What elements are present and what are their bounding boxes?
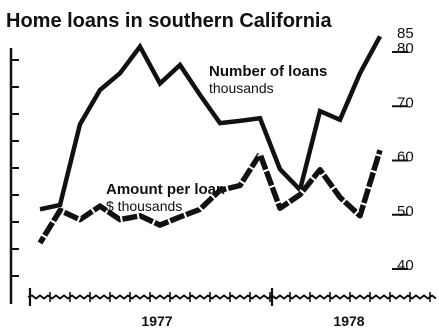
y-tick-label: 60 xyxy=(397,149,414,166)
label-layer: Number of loans thousands Amount per loa… xyxy=(106,63,327,214)
series-label-amount-per-loan: Amount per loan xyxy=(106,181,225,198)
series-line-number-of-loans xyxy=(39,35,382,212)
x-year-label: 1977 xyxy=(141,313,172,329)
y-tick-label: 50 xyxy=(397,203,414,220)
y-tick-label: 70 xyxy=(397,94,414,111)
y-tick-label: 80 xyxy=(397,40,414,57)
series-layer xyxy=(37,35,383,245)
chart-title: Home loans in southern California xyxy=(6,10,332,32)
series-unit-number-of-loans: thousands xyxy=(209,80,274,96)
series-dash-gaps xyxy=(37,147,383,245)
series-unit-amount-per-loan: $ thousands xyxy=(106,198,182,214)
x-year-label: 1978 xyxy=(333,313,364,329)
bottom-axis xyxy=(27,294,437,300)
series-label-number-of-loans: Number of loans xyxy=(209,63,327,80)
y-tick-label: 85 xyxy=(397,25,414,42)
y-tick-label: 40 xyxy=(397,257,414,274)
